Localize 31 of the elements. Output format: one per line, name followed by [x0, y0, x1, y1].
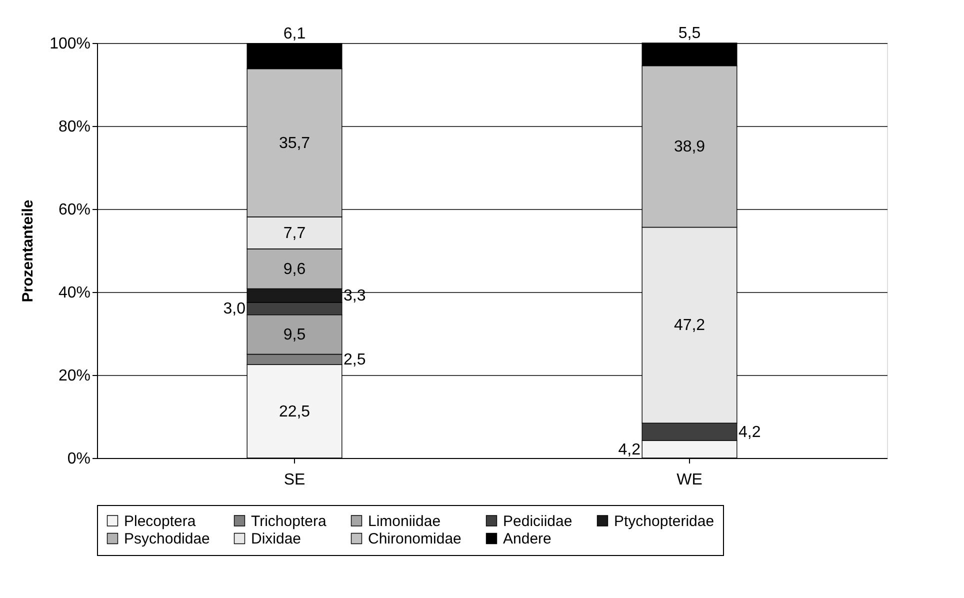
y-tick-label: 40% — [58, 284, 90, 302]
legend-label: Ptychopteridae — [614, 512, 714, 530]
legend-label: Trichoptera — [251, 512, 327, 530]
y-axis-title: Prozentanteile — [20, 200, 37, 302]
data-label: 9,5 — [283, 326, 306, 344]
x-tick-label: SE — [284, 472, 306, 488]
data-label: 47,2 — [674, 317, 706, 334]
y-tick-label: 100% — [50, 36, 90, 52]
x-tick-label: WE — [676, 472, 702, 488]
legend-label: Chironomidae — [368, 530, 462, 548]
legend-label: Andere — [503, 530, 552, 548]
y-tick-label: 20% — [58, 368, 90, 384]
data-label: 2,5 — [344, 351, 366, 368]
y-tick-label: 60% — [58, 202, 90, 218]
y-tick-label: 0% — [67, 450, 90, 468]
y-tick-label: 80% — [58, 118, 90, 136]
legend-label: Plecoptera — [124, 512, 196, 530]
data-label: 5,5 — [678, 25, 701, 42]
legend-label: Limoniidae — [368, 512, 441, 530]
data-label: 35,7 — [278, 134, 310, 152]
data-label: 6,1 — [283, 25, 306, 42]
legend-label: Psychodidae — [124, 530, 210, 548]
legend-label: Pediciidae — [503, 512, 572, 530]
data-label: 3,0 — [223, 300, 246, 318]
legend-label: Dixidae — [251, 530, 302, 548]
data-label: 4,2 — [738, 424, 761, 441]
data-label: 7,7 — [283, 224, 306, 242]
data-label: 9,6 — [283, 260, 306, 278]
data-label: 4,2 — [618, 441, 641, 458]
data-label: 22,5 — [278, 403, 310, 420]
data-label: 38,9 — [674, 138, 706, 156]
